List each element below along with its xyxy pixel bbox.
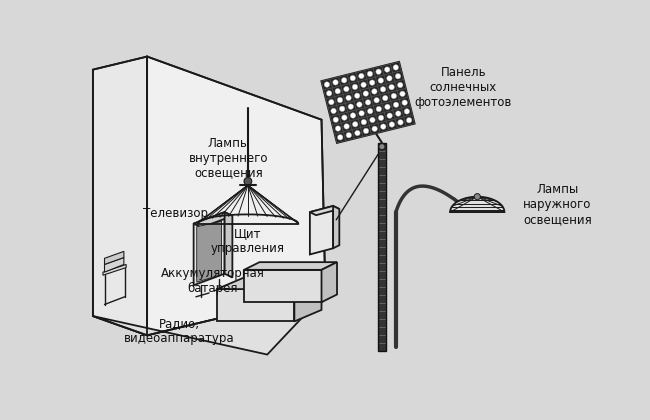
Circle shape (380, 87, 385, 92)
Circle shape (374, 97, 380, 103)
Polygon shape (194, 212, 225, 285)
Circle shape (350, 113, 356, 118)
Circle shape (372, 89, 377, 94)
Polygon shape (333, 206, 339, 248)
Circle shape (348, 104, 354, 109)
Circle shape (337, 135, 343, 140)
Circle shape (363, 91, 369, 96)
Text: Лампы
внутреннего
освещения: Лампы внутреннего освещения (188, 136, 268, 180)
Circle shape (354, 93, 360, 98)
Text: Телевизор: Телевизор (143, 207, 208, 220)
Circle shape (335, 89, 341, 94)
Circle shape (357, 102, 362, 107)
Polygon shape (105, 257, 124, 272)
Polygon shape (244, 262, 337, 270)
Circle shape (361, 119, 367, 125)
Circle shape (359, 110, 364, 116)
Polygon shape (310, 206, 339, 215)
Circle shape (333, 117, 339, 122)
Circle shape (387, 76, 392, 81)
Circle shape (387, 113, 393, 118)
Circle shape (378, 115, 383, 121)
Polygon shape (294, 278, 322, 321)
Circle shape (352, 121, 358, 127)
Circle shape (406, 118, 412, 123)
Circle shape (341, 78, 347, 83)
Polygon shape (93, 57, 147, 335)
Circle shape (396, 111, 401, 116)
Circle shape (331, 108, 336, 114)
Circle shape (379, 144, 385, 150)
Circle shape (367, 71, 372, 76)
Circle shape (363, 128, 369, 134)
Circle shape (385, 67, 390, 72)
Circle shape (335, 126, 341, 131)
Circle shape (244, 177, 252, 185)
Circle shape (326, 91, 332, 96)
Circle shape (380, 124, 386, 129)
Circle shape (398, 82, 403, 88)
Text: Панель
солнечных
фотоэлементов: Панель солнечных фотоэлементов (415, 66, 512, 109)
Polygon shape (450, 197, 504, 212)
Circle shape (404, 109, 410, 114)
Circle shape (352, 84, 358, 89)
Polygon shape (378, 143, 386, 351)
Circle shape (376, 106, 382, 112)
Polygon shape (310, 206, 333, 255)
Circle shape (344, 87, 349, 92)
Circle shape (342, 115, 347, 120)
Circle shape (324, 82, 330, 87)
Circle shape (369, 80, 375, 85)
Polygon shape (103, 265, 126, 275)
Polygon shape (194, 212, 233, 228)
Circle shape (402, 100, 408, 105)
Circle shape (391, 93, 396, 99)
Circle shape (389, 84, 395, 90)
Circle shape (333, 80, 338, 85)
Polygon shape (105, 251, 124, 265)
Circle shape (393, 102, 398, 108)
Circle shape (344, 124, 349, 129)
Text: Аккумуляторная
батарея: Аккумуляторная батарея (161, 268, 265, 295)
Circle shape (346, 132, 352, 138)
Circle shape (350, 76, 356, 81)
Text: Радио,
видеоаппаратура: Радио, видеоаппаратура (124, 318, 235, 346)
Polygon shape (147, 57, 326, 335)
Circle shape (346, 95, 351, 100)
Circle shape (389, 122, 395, 127)
Polygon shape (322, 262, 337, 302)
Polygon shape (244, 270, 322, 302)
Circle shape (378, 78, 383, 83)
Circle shape (382, 95, 388, 101)
Circle shape (400, 91, 405, 97)
Circle shape (365, 100, 370, 105)
Circle shape (393, 65, 398, 70)
Circle shape (367, 108, 373, 114)
Circle shape (385, 104, 390, 110)
Text: Лампы
наружного
освещения: Лампы наружного освещения (523, 183, 592, 226)
Polygon shape (93, 293, 326, 354)
Polygon shape (217, 278, 322, 289)
Polygon shape (197, 221, 222, 282)
Circle shape (355, 130, 360, 136)
Circle shape (398, 120, 403, 125)
Circle shape (370, 117, 375, 123)
Polygon shape (322, 62, 415, 143)
Circle shape (372, 126, 378, 131)
Circle shape (359, 73, 364, 79)
Circle shape (361, 82, 367, 87)
Text: Щит
управления: Щит управления (211, 227, 285, 255)
Circle shape (474, 194, 480, 200)
Circle shape (339, 106, 345, 111)
Circle shape (376, 69, 382, 74)
Circle shape (337, 97, 343, 102)
Circle shape (329, 100, 334, 105)
Polygon shape (225, 212, 233, 278)
Polygon shape (217, 289, 294, 321)
Circle shape (395, 74, 401, 79)
